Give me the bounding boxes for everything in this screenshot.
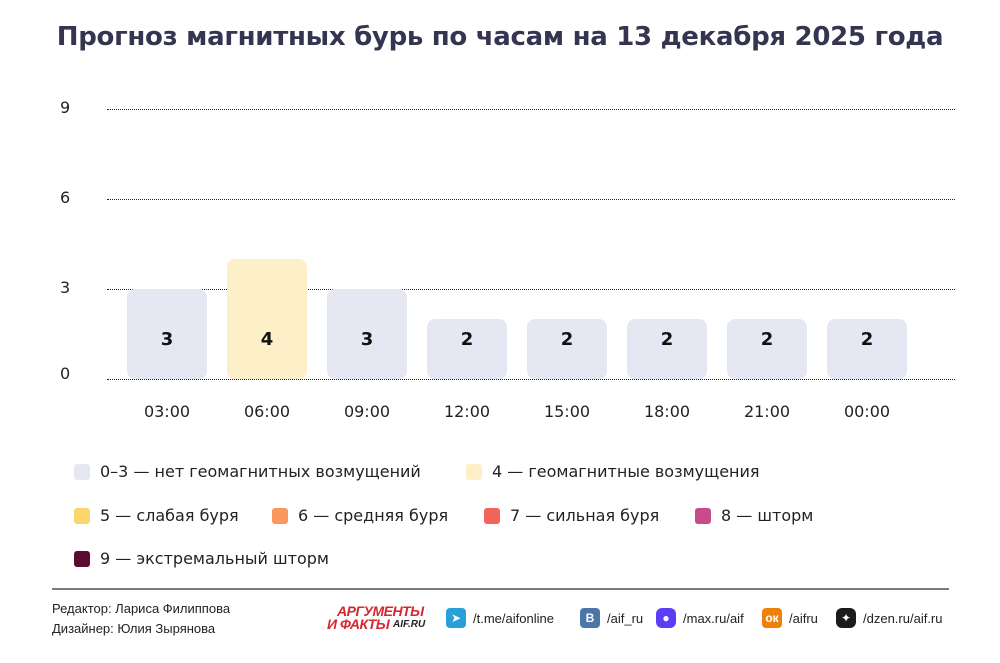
- bar-value-label: 3: [360, 329, 374, 350]
- max-icon: ●: [656, 608, 676, 628]
- bar: [427, 319, 507, 379]
- social-link-telegram[interactable]: ➤ /t.me/aifonline: [446, 608, 554, 628]
- social-link-odnoklassniki[interactable]: ок/aifru: [762, 608, 818, 628]
- legend-label: 9 — экстремальный шторм: [100, 549, 329, 568]
- legend-label: 7 — сильная буря: [510, 506, 660, 525]
- bar: [727, 319, 807, 379]
- bar: [127, 289, 207, 379]
- legend-item: 5 — слабая буря: [74, 506, 239, 525]
- logo-line-2: И ФАКТЫ: [327, 616, 390, 632]
- gridline: [107, 199, 955, 200]
- social-link-label: /max.ru/aif: [683, 610, 744, 626]
- legend-label: 0–3 — нет геомагнитных возмущений: [100, 462, 421, 481]
- social-link-label: /aifru: [789, 610, 818, 626]
- legend-label: 6 — средняя буря: [298, 506, 449, 525]
- x-tick-label: 06:00: [243, 402, 291, 421]
- bar-value-label: 2: [860, 329, 874, 350]
- editor-credit: Редактор: Лариса Филиппова: [52, 601, 231, 616]
- x-tick-label: 15:00: [543, 402, 591, 421]
- legend-swatch: [74, 463, 90, 480]
- legend-label: 4 — геомагнитные возмущения: [492, 462, 760, 481]
- vk-icon: В: [580, 608, 600, 628]
- bar: [527, 319, 607, 379]
- y-tick-label: 6: [60, 188, 71, 207]
- legend-swatch: [466, 463, 482, 480]
- gridline: [107, 379, 955, 380]
- legend-swatch: [74, 550, 90, 567]
- bar: [327, 289, 407, 379]
- bar-value-label: 2: [760, 329, 774, 350]
- bar: [827, 319, 907, 379]
- chart-title: Прогноз магнитных бурь по часам на 13 де…: [56, 22, 944, 52]
- telegram-icon: ➤: [446, 608, 466, 628]
- logo-line-3: AIF.RU: [393, 619, 426, 630]
- bar-value-label: 2: [660, 329, 674, 350]
- odnoklassniki-icon: ок: [762, 608, 782, 628]
- dzen-icon: ✦: [836, 608, 856, 628]
- y-tick-label: 3: [60, 278, 71, 297]
- social-link-vk[interactable]: В/aif_ru: [580, 608, 643, 628]
- bar-value-label: 3: [160, 329, 174, 350]
- y-tick-label: 0: [60, 364, 71, 383]
- x-tick-label: 03:00: [143, 402, 191, 421]
- legend-item: 8 — шторм: [695, 506, 813, 525]
- legend-item: 4 — геомагнитные возмущения: [466, 462, 760, 481]
- logo-line-1: АРГУМЕНТЫ: [337, 603, 424, 619]
- legend-item: 7 — сильная буря: [484, 506, 659, 525]
- legend-swatch: [484, 507, 500, 524]
- social-link-label: /aif_ru: [607, 610, 644, 626]
- footer-divider: [52, 588, 949, 590]
- social-link-max[interactable]: ● /max.ru/aif: [656, 608, 744, 628]
- x-tick-label: 21:00: [743, 402, 791, 421]
- legend-swatch: [272, 507, 288, 524]
- legend-item: 0–3 — нет геомагнитных возмущений: [74, 462, 421, 481]
- x-tick-label: 00:00: [843, 402, 891, 421]
- bar-value-label: 2: [560, 329, 574, 350]
- social-link-label: /dzen.ru/aif.ru: [863, 610, 943, 626]
- aif-logo[interactable]: АРГУМЕНТЫ И ФАКТЫ AIF.RU: [327, 604, 437, 632]
- x-tick-label: 18:00: [643, 402, 691, 421]
- y-tick-label: 9: [60, 98, 71, 117]
- legend-label: 8 — шторм: [721, 506, 814, 525]
- social-link-dzen[interactable]: ✦ /dzen.ru/aif.ru: [836, 608, 943, 628]
- bar: [227, 259, 307, 379]
- legend-item: 9 — экстремальный шторм: [74, 549, 329, 568]
- bar-value-label: 2: [460, 329, 474, 350]
- legend-item: 6 — средняя буря: [272, 506, 448, 525]
- gridline: [107, 109, 955, 110]
- gridline: [107, 289, 955, 290]
- x-tick-label: 09:00: [343, 402, 391, 421]
- legend-label: 5 — слабая буря: [100, 506, 239, 525]
- designer-credit: Дизайнер: Юлия Зырянова: [52, 621, 216, 636]
- bar-chart: 0 3 6 9 3 03:00 4 06:00 3 09:00 2 12:00 2 15:00 2 18:00…: [60, 98, 955, 421]
- social-link-label: /t.me/aifonline: [473, 610, 554, 626]
- legend-swatch: [74, 507, 90, 524]
- bar-value-label: 4: [260, 329, 274, 350]
- credits: Редактор: Лариса Филиппова Дизайнер: Юли…: [52, 599, 230, 639]
- x-tick-label: 12:00: [443, 402, 491, 421]
- bar: [627, 319, 707, 379]
- legend-swatch: [695, 507, 711, 524]
